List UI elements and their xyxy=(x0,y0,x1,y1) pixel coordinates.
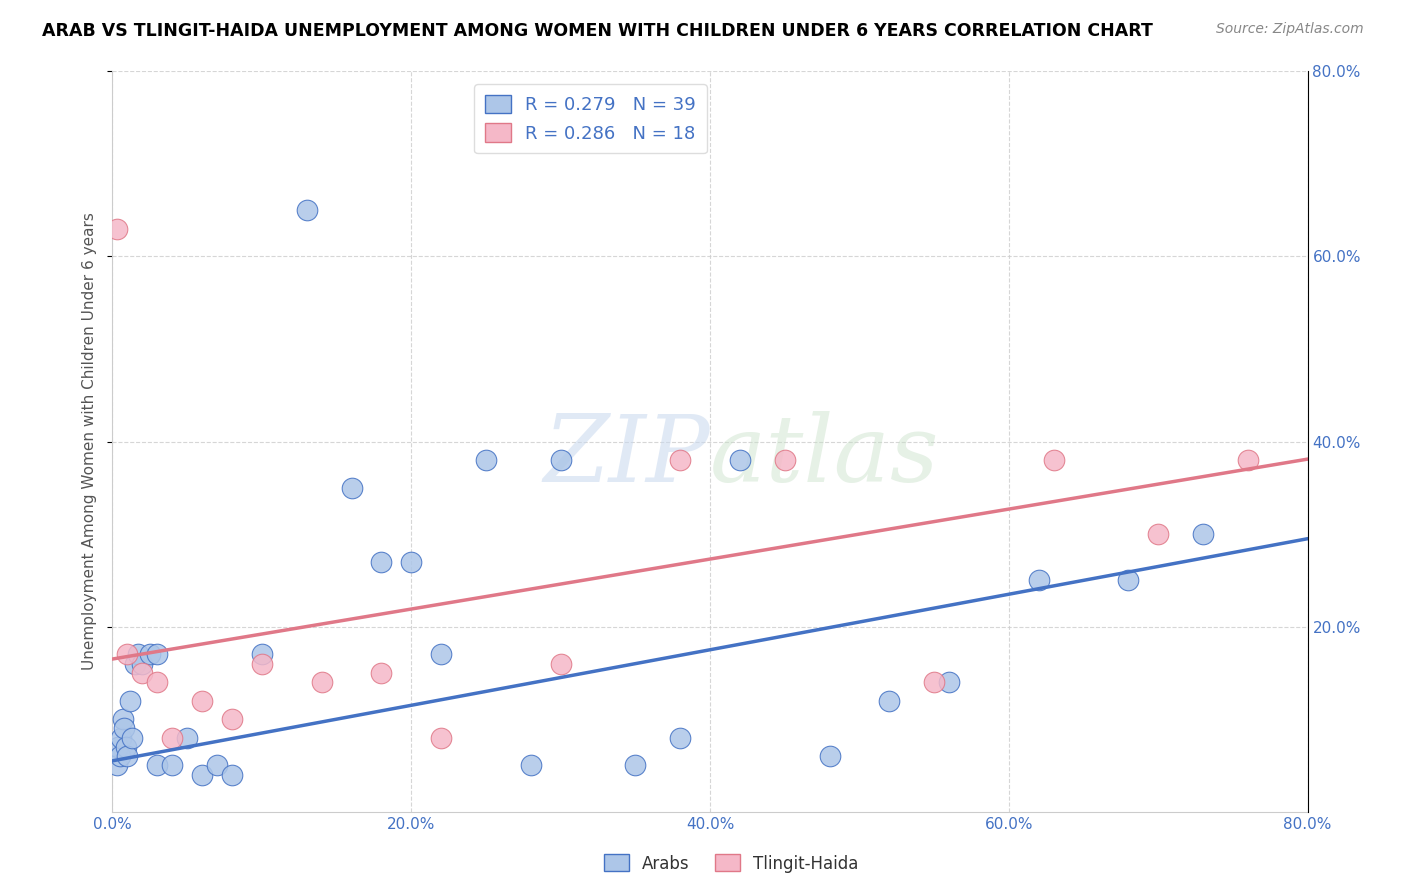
Point xyxy=(146,758,169,772)
Point xyxy=(370,555,392,569)
Point xyxy=(127,648,149,662)
Point xyxy=(111,712,134,726)
Point xyxy=(221,712,243,726)
Point xyxy=(550,453,572,467)
Point xyxy=(162,731,183,745)
Point xyxy=(938,675,960,690)
Point xyxy=(117,648,139,662)
Point xyxy=(131,665,153,680)
Point xyxy=(818,749,841,764)
Text: Source: ZipAtlas.com: Source: ZipAtlas.com xyxy=(1216,22,1364,37)
Point xyxy=(879,694,901,708)
Point xyxy=(1042,453,1064,467)
Point xyxy=(176,731,198,745)
Point xyxy=(340,481,363,495)
Legend: R = 0.279   N = 39, R = 0.286   N = 18: R = 0.279 N = 39, R = 0.286 N = 18 xyxy=(474,84,707,153)
Point xyxy=(120,694,142,708)
Legend: Arabs, Tlingit-Haida: Arabs, Tlingit-Haida xyxy=(598,847,865,880)
Point xyxy=(114,722,135,736)
Point xyxy=(1028,574,1050,588)
Point xyxy=(110,731,132,745)
Point xyxy=(146,648,169,662)
Point xyxy=(475,453,498,467)
Point xyxy=(370,665,392,680)
Point xyxy=(1147,527,1170,541)
Text: ZIP: ZIP xyxy=(543,411,710,501)
Point xyxy=(1118,574,1140,588)
Point xyxy=(105,221,128,235)
Point xyxy=(624,758,647,772)
Text: atlas: atlas xyxy=(710,411,939,501)
Point xyxy=(146,675,169,690)
Point xyxy=(250,657,273,671)
Point xyxy=(1192,527,1215,541)
Point xyxy=(117,749,139,764)
Point xyxy=(401,555,423,569)
Point xyxy=(131,657,153,671)
Point xyxy=(295,203,318,218)
Point xyxy=(124,657,146,671)
Point xyxy=(669,731,692,745)
Point xyxy=(107,739,129,754)
Y-axis label: Unemployment Among Women with Children Under 6 years: Unemployment Among Women with Children U… xyxy=(82,212,97,671)
Point xyxy=(139,648,162,662)
Point xyxy=(221,767,243,781)
Point xyxy=(311,675,333,690)
Point xyxy=(191,767,214,781)
Point xyxy=(115,739,138,754)
Point xyxy=(430,731,453,745)
Point xyxy=(1237,453,1260,467)
Point xyxy=(430,648,453,662)
Point xyxy=(205,758,228,772)
Point xyxy=(773,453,796,467)
Point xyxy=(922,675,945,690)
Point xyxy=(105,758,128,772)
Point xyxy=(520,758,543,772)
Point xyxy=(191,694,214,708)
Point xyxy=(669,453,692,467)
Point xyxy=(162,758,183,772)
Point xyxy=(108,749,131,764)
Text: ARAB VS TLINGIT-HAIDA UNEMPLOYMENT AMONG WOMEN WITH CHILDREN UNDER 6 YEARS CORRE: ARAB VS TLINGIT-HAIDA UNEMPLOYMENT AMONG… xyxy=(42,22,1153,40)
Point xyxy=(250,648,273,662)
Point xyxy=(550,657,572,671)
Point xyxy=(121,731,143,745)
Point xyxy=(728,453,751,467)
